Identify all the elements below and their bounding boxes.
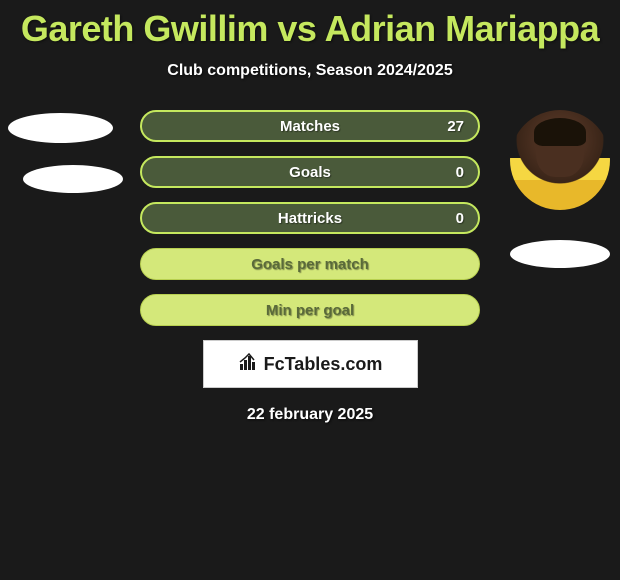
stat-row-goals-per-match: Goals per match — [140, 248, 480, 280]
stat-label: Min per goal — [266, 302, 354, 319]
subtitle: Club competitions, Season 2024/2025 — [0, 62, 620, 80]
stat-row-goals: Goals 0 — [140, 156, 480, 188]
stat-label: Goals — [289, 164, 331, 181]
stat-rows: Matches 27 Goals 0 Hattricks 0 Goals per… — [140, 110, 480, 326]
player-photo — [510, 110, 610, 210]
stat-value: 0 — [456, 210, 464, 227]
stat-label: Goals per match — [251, 256, 369, 273]
stat-row-hattricks: Hattricks 0 — [140, 202, 480, 234]
stats-area: Matches 27 Goals 0 Hattricks 0 Goals per… — [0, 110, 620, 424]
chart-icon — [238, 352, 260, 377]
placeholder-oval — [510, 240, 610, 268]
logo-content: FcTables.com — [238, 352, 383, 377]
logo-box: FcTables.com — [203, 340, 418, 388]
right-player-area — [510, 110, 610, 268]
stat-row-matches: Matches 27 — [140, 110, 480, 142]
stat-label: Matches — [280, 118, 340, 135]
stat-value: 27 — [447, 118, 464, 135]
placeholder-oval — [8, 113, 113, 143]
main-container: Gareth Gwillim vs Adrian Mariappa Club c… — [0, 0, 620, 424]
stat-row-min-per-goal: Min per goal — [140, 294, 480, 326]
stat-value: 0 — [456, 164, 464, 181]
left-player-placeholder — [8, 110, 123, 193]
page-title: Gareth Gwillim vs Adrian Mariappa — [0, 8, 620, 50]
stat-label: Hattricks — [278, 210, 342, 227]
logo-text: FcTables.com — [264, 354, 383, 375]
placeholder-oval — [23, 165, 123, 193]
date-text: 22 february 2025 — [0, 406, 620, 424]
